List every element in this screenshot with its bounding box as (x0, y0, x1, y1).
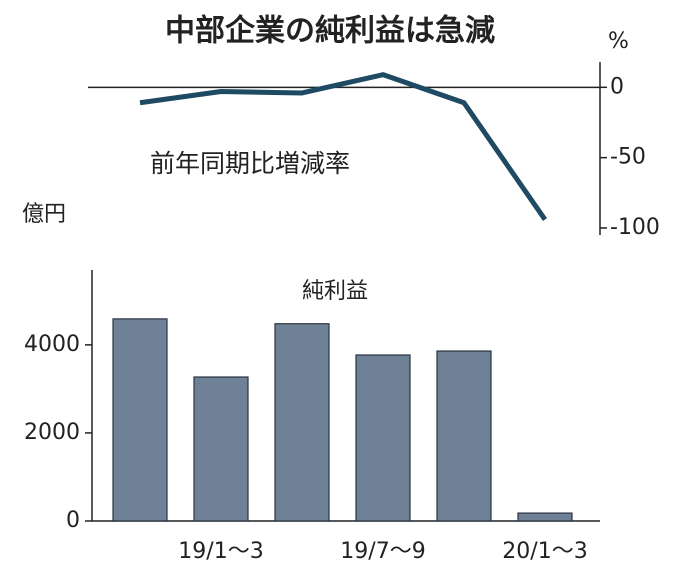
y-tick-label: -50 (610, 145, 646, 170)
bar (355, 354, 411, 522)
x-tick-label: 20/1～3 (502, 539, 587, 564)
series-label: 前年同期比増減率 (150, 149, 350, 178)
bar (274, 323, 330, 522)
x-tick-label: 19/7～9 (340, 539, 425, 564)
y-tick-label: 0 (66, 508, 80, 533)
y-tick-label: 4000 (24, 332, 80, 357)
bar (517, 512, 573, 522)
line-series (139, 72, 548, 221)
series-label: 純利益 (302, 279, 368, 304)
bar (193, 376, 249, 522)
x-tick-label: 19/1～3 (178, 539, 263, 564)
chart-title: 中部企業の純利益は急減 (165, 14, 495, 49)
bar (112, 318, 168, 522)
y-tick-label: 0 (610, 74, 624, 99)
unit-label: 億円 (22, 202, 66, 227)
y-tick-label: -100 (610, 215, 660, 240)
bar (436, 350, 492, 522)
unit-label: % (608, 29, 629, 54)
y-tick-label: 2000 (24, 420, 80, 445)
